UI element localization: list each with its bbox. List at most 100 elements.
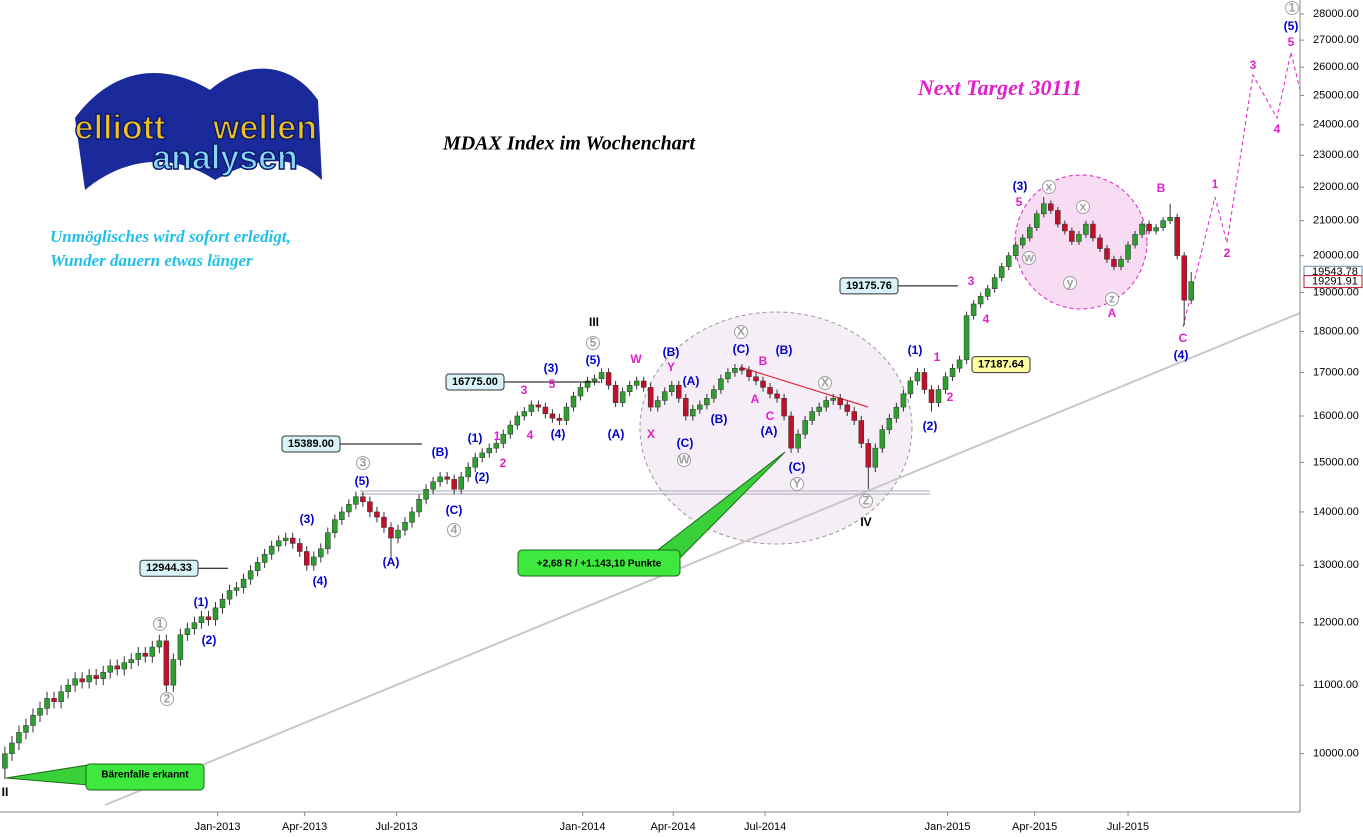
candle-body (977, 296, 984, 305)
candle-body (1069, 230, 1075, 242)
candle-body (500, 433, 507, 444)
candle-body (311, 556, 317, 566)
wave-label: A (1108, 306, 1117, 320)
candle-body (654, 400, 661, 408)
candle-body (1181, 255, 1187, 301)
candle-body (30, 714, 36, 726)
candle-body (247, 570, 254, 580)
candle-body (1034, 213, 1040, 228)
candle-body (437, 476, 443, 483)
candle-body (725, 372, 731, 380)
candle-body (1048, 203, 1054, 211)
chart-title: MDAX Index im Wochenchart (442, 133, 697, 155)
candle-body (921, 372, 928, 390)
candle-body (661, 391, 668, 401)
wave-label: 3 (1250, 58, 1257, 72)
candle-body (549, 413, 556, 419)
wave-circle-mark (1042, 180, 1056, 194)
candle-body (823, 400, 829, 408)
candle-body (458, 476, 464, 490)
wave-label: B (1157, 181, 1166, 195)
candle-body (128, 659, 135, 663)
wave-label: (3) (544, 361, 559, 375)
wave-circle (639, 311, 913, 545)
candle-body (444, 476, 450, 480)
candle-body (1174, 216, 1180, 256)
candle-body (1111, 259, 1117, 267)
level-label: 12944.33 (146, 562, 192, 574)
y-tick-label: 16000.00 (1313, 410, 1359, 422)
candle-body (388, 527, 394, 539)
candle-body (72, 678, 78, 686)
candle-body (177, 634, 184, 660)
wave-label: Y (667, 360, 675, 374)
wave-label: (4) (313, 574, 328, 588)
candle-body (416, 498, 422, 513)
candle-body (970, 303, 977, 316)
wave-label: (A) (383, 555, 400, 569)
candle-body (816, 406, 822, 412)
candle-body (339, 511, 345, 520)
candle-body (1083, 223, 1089, 235)
y-tick-label: 10000.00 (1313, 748, 1359, 760)
y-tick-label: 20000.00 (1313, 250, 1359, 262)
trend-line (104, 312, 1301, 806)
wave-circle-mark (790, 477, 804, 491)
candle-body (135, 653, 142, 660)
candle-body (275, 540, 282, 547)
wave-circle-mark (586, 336, 600, 350)
candle-body (718, 378, 724, 390)
candle-body (240, 578, 247, 588)
candle-body (23, 725, 29, 733)
wave-circle-mark (1076, 200, 1090, 214)
candle-body (991, 277, 998, 290)
wave-label: (2) (202, 633, 217, 647)
wave-label: 4 (451, 523, 458, 537)
callout: Bärenfalle erkannt (5, 763, 205, 791)
wave-label: X (647, 427, 655, 441)
candle-body (107, 665, 113, 673)
candle-body (907, 380, 914, 395)
wave-label: 1 (934, 350, 941, 364)
candle-body (556, 418, 563, 421)
level-box (445, 373, 505, 391)
candle-body (233, 587, 240, 591)
y-tick-label: 19000.00 (1313, 286, 1359, 298)
candle-body (472, 457, 478, 468)
candle-body (479, 452, 485, 458)
candle-body (353, 496, 359, 505)
candle-body (949, 367, 956, 377)
x-tick-label: Jul-2015 (1107, 821, 1149, 833)
wave-label: 4 (527, 428, 534, 442)
wave-label: (5) (586, 353, 601, 367)
y-tick-label: 12000.00 (1313, 617, 1359, 629)
wave-label: C (766, 409, 775, 423)
candle-body (226, 590, 233, 600)
wave-label: 3 (968, 274, 975, 288)
wave-label: A (751, 392, 760, 406)
wave-label: (4) (551, 427, 566, 441)
callout-text: +2,68 R / +1.143,10 Punkte (537, 559, 662, 570)
projection (1182, 51, 1301, 328)
y-tick-label: 23000.00 (1313, 149, 1359, 161)
candle-body (851, 411, 858, 421)
candle-body (170, 659, 177, 686)
candle-body (149, 646, 156, 657)
wave-label: x (1080, 200, 1087, 214)
candle-body (58, 691, 64, 702)
candle-body (605, 372, 612, 386)
candle-body (788, 415, 794, 449)
candle-body (296, 543, 303, 552)
wave-label: (A) (761, 424, 778, 438)
wave-label: 4 (1274, 122, 1281, 136)
level-label: 17187.64 (978, 358, 1025, 370)
candle-body (163, 640, 170, 686)
price-box (1303, 275, 1363, 289)
callout-box (517, 549, 681, 577)
candle-body (781, 398, 787, 417)
candle-body (690, 409, 696, 417)
candle-body (430, 481, 436, 490)
candle-body (872, 447, 879, 468)
wave-label: (B) (711, 412, 728, 426)
